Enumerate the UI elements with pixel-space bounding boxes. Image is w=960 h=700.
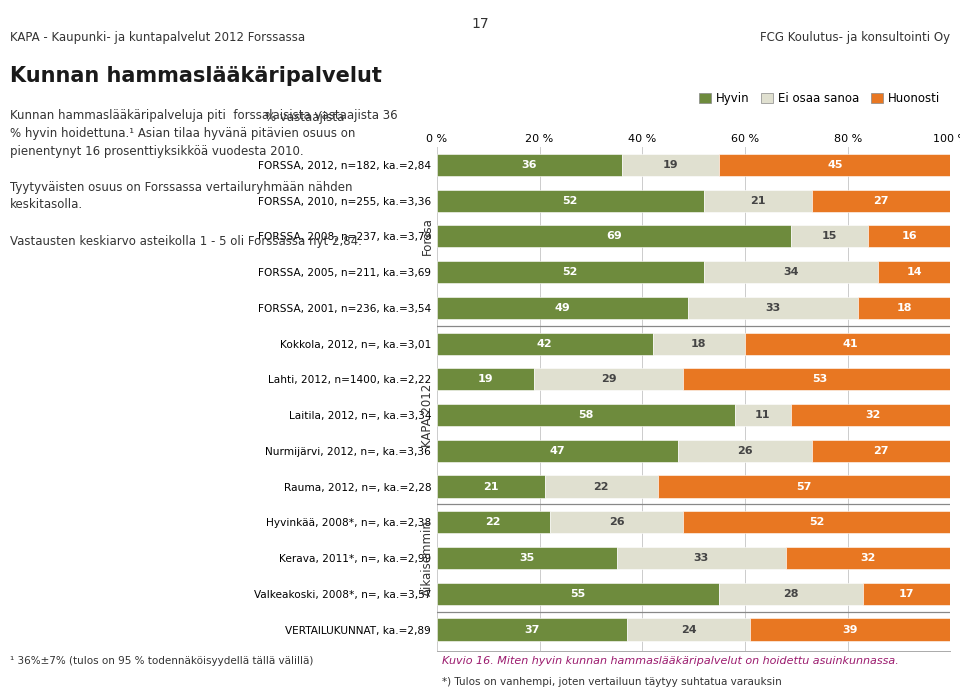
Bar — [678, 440, 812, 462]
Bar — [437, 475, 544, 498]
Text: 57: 57 — [797, 482, 812, 491]
Text: KAPA 2012: KAPA 2012 — [420, 384, 434, 447]
Text: 47: 47 — [550, 446, 565, 456]
Text: 26: 26 — [609, 517, 624, 527]
Bar — [688, 297, 858, 319]
Text: 15: 15 — [822, 232, 837, 242]
Text: 35: 35 — [519, 553, 535, 563]
Text: 29: 29 — [601, 374, 616, 384]
Text: 32: 32 — [860, 553, 876, 563]
Text: 21: 21 — [483, 482, 498, 491]
Bar — [437, 440, 678, 462]
Text: 24: 24 — [681, 624, 696, 635]
Bar — [437, 404, 734, 426]
Text: 55: 55 — [570, 589, 586, 598]
Bar — [437, 582, 719, 605]
Bar — [791, 404, 955, 426]
Bar — [437, 190, 704, 211]
Text: 37: 37 — [524, 624, 540, 635]
Text: 17: 17 — [471, 18, 489, 32]
Bar — [868, 225, 950, 247]
Text: 69: 69 — [606, 232, 622, 242]
Text: KAPA - Kaupunki- ja kuntapalvelut 2012 Forssassa: KAPA - Kaupunki- ja kuntapalvelut 2012 F… — [10, 32, 304, 45]
Bar — [750, 619, 950, 640]
Bar — [684, 368, 955, 391]
Bar — [734, 404, 791, 426]
Text: Kuvio 16. Miten hyvin kunnan hammaslääkäripalvelut on hoidettu asuinkunnassa.: Kuvio 16. Miten hyvin kunnan hammaslääkä… — [442, 657, 899, 666]
Bar — [437, 225, 791, 247]
Bar — [812, 440, 950, 462]
Text: Aikaisemmin: Aikaisemmin — [420, 520, 434, 596]
Text: 26: 26 — [737, 446, 753, 456]
Text: 41: 41 — [843, 339, 858, 349]
Text: % vastaajista: % vastaajista — [265, 111, 345, 124]
Text: 27: 27 — [874, 446, 889, 456]
Text: 45: 45 — [828, 160, 843, 170]
Text: 52: 52 — [563, 195, 578, 206]
Text: 18: 18 — [691, 339, 707, 349]
Bar — [786, 547, 950, 569]
Bar — [544, 475, 658, 498]
Text: 58: 58 — [578, 410, 593, 420]
Text: Kunnan hammaslääkäripalvelut: Kunnan hammaslääkäripalvelut — [10, 66, 381, 87]
Bar — [550, 511, 684, 533]
Text: 33: 33 — [765, 303, 780, 313]
Bar — [719, 582, 863, 605]
Bar — [791, 225, 868, 247]
Text: 14: 14 — [906, 267, 923, 277]
Bar — [858, 297, 950, 319]
Text: 19: 19 — [478, 374, 493, 384]
Bar — [437, 547, 616, 569]
Bar — [437, 297, 688, 319]
Text: 36: 36 — [521, 160, 537, 170]
Text: 18: 18 — [897, 303, 912, 313]
Text: 52: 52 — [809, 517, 825, 527]
Text: 22: 22 — [593, 482, 609, 491]
Text: 19: 19 — [662, 160, 679, 170]
Text: 32: 32 — [866, 410, 881, 420]
Bar — [616, 547, 786, 569]
Bar — [684, 511, 950, 533]
Bar — [878, 261, 950, 284]
Text: 27: 27 — [874, 195, 889, 206]
Bar — [535, 368, 684, 391]
Text: 28: 28 — [783, 589, 799, 598]
Bar — [437, 154, 622, 176]
Text: 21: 21 — [750, 195, 765, 206]
Bar — [863, 582, 950, 605]
Text: 42: 42 — [537, 339, 552, 349]
Text: 22: 22 — [486, 517, 501, 527]
Text: FCG Koulutus- ja konsultointi Oy: FCG Koulutus- ja konsultointi Oy — [760, 32, 950, 45]
Text: 17: 17 — [899, 589, 915, 598]
Bar — [658, 475, 950, 498]
Bar — [745, 332, 955, 355]
Bar — [627, 619, 750, 640]
Text: 16: 16 — [901, 232, 917, 242]
Bar — [437, 619, 627, 640]
Text: Kunnan hammaslääkäripalveluja piti  forssalaisista vastaajista 36
% hyvin hoidet: Kunnan hammaslääkäripalveluja piti forss… — [10, 108, 397, 248]
Bar — [622, 154, 719, 176]
Text: 39: 39 — [843, 624, 858, 635]
Text: 33: 33 — [694, 553, 708, 563]
Text: 53: 53 — [812, 374, 828, 384]
Text: 34: 34 — [783, 267, 799, 277]
Bar — [704, 190, 812, 211]
Bar — [437, 332, 653, 355]
Text: 52: 52 — [563, 267, 578, 277]
Bar — [437, 261, 704, 284]
Bar — [653, 332, 745, 355]
Bar — [437, 368, 535, 391]
Bar — [704, 261, 878, 284]
Text: ¹ 36%±7% (tulos on 95 % todennäköisyydellä tällä välillä): ¹ 36%±7% (tulos on 95 % todennäköisyydel… — [10, 657, 313, 666]
Text: *) Tulos on vanhempi, joten vertailuun täytyy suhtatua varauksin: *) Tulos on vanhempi, joten vertailuun t… — [442, 678, 781, 687]
Text: 49: 49 — [555, 303, 570, 313]
Text: Forssa: Forssa — [420, 218, 434, 256]
Bar — [812, 190, 950, 211]
Bar — [719, 154, 950, 176]
Bar — [437, 511, 550, 533]
Legend: Hyvin, Ei osaa sanoa, Huonosti: Hyvin, Ei osaa sanoa, Huonosti — [695, 88, 945, 110]
Text: 11: 11 — [756, 410, 771, 420]
Text: ·: · — [425, 623, 429, 636]
